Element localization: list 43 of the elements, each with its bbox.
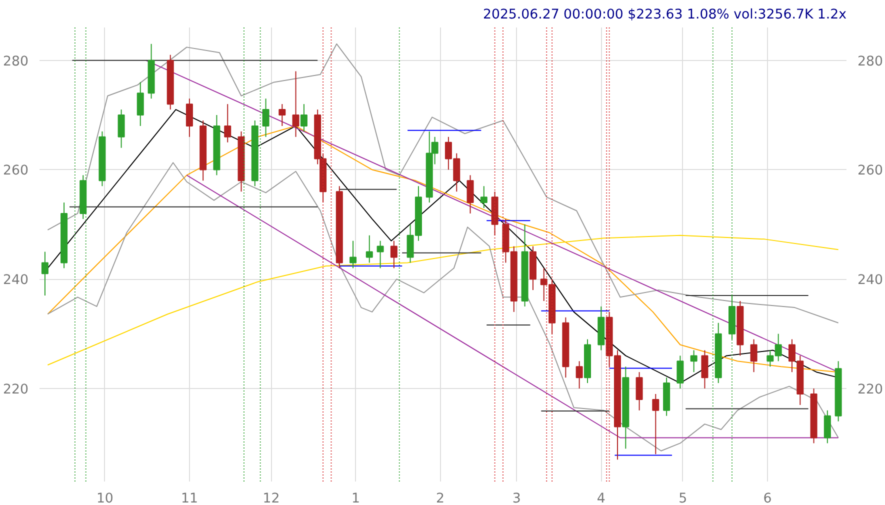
candlestick <box>186 98 193 138</box>
line-series <box>47 162 839 452</box>
candlestick <box>750 338 758 373</box>
y-tick-label: 260 <box>3 164 29 179</box>
y2-tick-label: 280 <box>858 54 883 70</box>
x-tick-label: 12 <box>262 492 280 505</box>
x-tick-label: 11 <box>180 492 198 505</box>
candlestick <box>366 234 373 264</box>
candlestick <box>118 109 125 148</box>
y-tick-label: 280 <box>3 54 29 70</box>
candlestick <box>292 70 300 138</box>
candlestick <box>136 82 144 126</box>
candlestick <box>480 186 488 209</box>
candlestick <box>824 410 831 444</box>
candlestick <box>350 240 357 269</box>
x-tick-label: 5 <box>678 492 688 505</box>
x-tick-label: 3 <box>512 492 521 505</box>
candlestick <box>390 240 398 269</box>
x-tick-label: 4 <box>596 492 606 505</box>
y2-tick-label: 220 <box>858 382 883 398</box>
y2-tick-label: 240 <box>858 273 883 288</box>
y-tick-label: 220 <box>3 382 29 398</box>
candlestick <box>636 372 643 411</box>
x-tick-label: 10 <box>96 492 114 505</box>
candlestick <box>576 360 583 390</box>
y2-tick-label: 260 <box>858 164 883 179</box>
candlestick <box>224 104 232 143</box>
x-tick-label: 2 <box>436 492 445 505</box>
x-tick-label: 1 <box>352 492 360 505</box>
line-series <box>47 43 839 324</box>
candlestick <box>278 104 286 126</box>
candlestick <box>701 350 708 390</box>
candlestick <box>41 251 48 296</box>
candlestick <box>300 104 308 132</box>
candlestick <box>466 174 474 214</box>
chart-title: 2025.06.27 00:00:00 $223.63 1.08% vol:3256.7K 1.2x <box>482 8 847 22</box>
candlestick <box>652 393 660 455</box>
y-tick-label: 240 <box>3 273 29 288</box>
candlestick <box>376 240 384 269</box>
line-series <box>47 234 839 366</box>
x-tick-label: 6 <box>763 492 772 505</box>
candlestick <box>690 350 698 373</box>
candlestick <box>676 355 684 390</box>
